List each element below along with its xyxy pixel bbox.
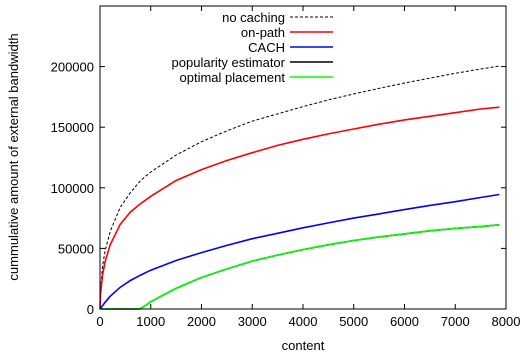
x-tick-label: 5000: [339, 314, 368, 329]
x-axis-label: content: [282, 338, 325, 353]
legend-label: on-path: [241, 25, 285, 40]
series-line-optimal-placement: [100, 224, 500, 310]
x-tick-label: 8000: [492, 314, 521, 329]
series-line-no-caching: [99, 65, 500, 310]
series-layer: [99, 65, 500, 310]
x-tick-label: 2000: [187, 314, 216, 329]
series-line-CACH: [99, 193, 500, 310]
legend-label: popularity estimator: [172, 55, 286, 70]
y-axis-label: cummulative amount of external bandwidth: [6, 33, 21, 280]
y-tick-label: 200000: [51, 60, 94, 75]
x-tick-label: 1000: [136, 314, 165, 329]
legend-label: CACH: [248, 40, 285, 55]
y-tick-label: 50000: [58, 241, 94, 256]
plot-frame: [99, 5, 507, 310]
y-tick-label: 150000: [51, 120, 94, 135]
series-line-on-path: [99, 106, 500, 310]
x-tick-label: 7000: [441, 314, 470, 329]
axis-ticks: 0 1000 2000 3000 4000 5000 6000 7000 8000 0 50000 1…: [51, 6, 521, 329]
legend-label: no caching: [222, 10, 285, 25]
legend-label: optimal placement: [180, 70, 286, 85]
x-tick-label: 4000: [289, 314, 318, 329]
x-tick-label: 3000: [238, 314, 267, 329]
x-tick-label: 0: [96, 314, 103, 329]
y-tick-label: 100000: [51, 181, 94, 196]
y-tick-label: 0: [87, 302, 94, 317]
x-tick-label: 6000: [390, 314, 419, 329]
